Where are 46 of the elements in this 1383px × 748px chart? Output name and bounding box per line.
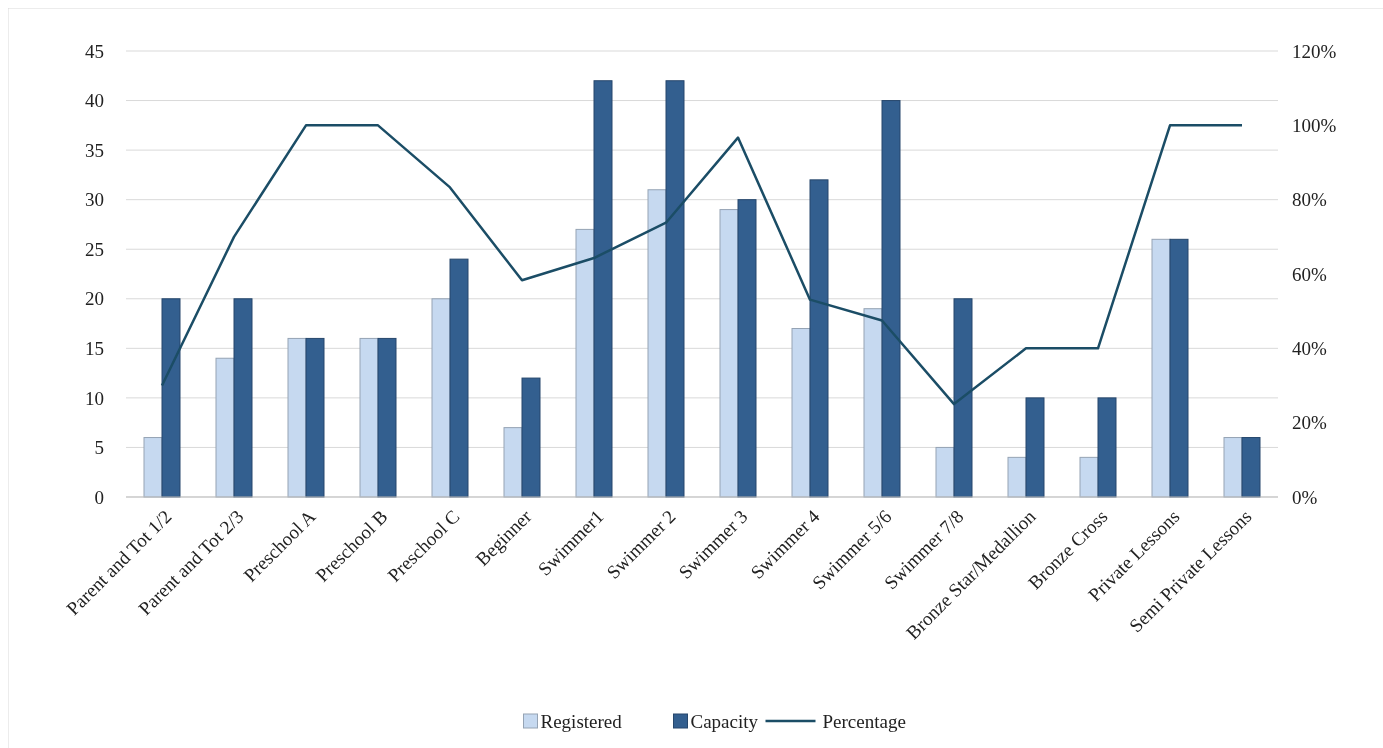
bar <box>215 357 235 498</box>
bar <box>287 337 307 498</box>
y2-tick-label: 40% <box>1292 337 1327 359</box>
y-tick-label: 25 <box>85 238 104 260</box>
y2-tick-label: 0% <box>1292 486 1318 508</box>
bar <box>233 298 253 498</box>
bar <box>1097 397 1117 498</box>
y2-tick-label: 120% <box>1292 40 1337 62</box>
bar <box>719 209 739 498</box>
bar <box>1223 437 1243 498</box>
bar <box>305 337 325 498</box>
bar <box>863 308 883 498</box>
y-tick-label: 10 <box>85 387 104 409</box>
bar <box>1025 397 1045 498</box>
bar <box>935 446 955 498</box>
bar <box>647 189 667 498</box>
bar <box>521 377 541 498</box>
y-tick-label: 15 <box>85 337 104 359</box>
legend-label: Registered <box>540 710 623 732</box>
bar <box>503 427 523 498</box>
y-tick-label: 45 <box>85 40 104 62</box>
y-tick-label: 30 <box>85 189 104 211</box>
bar <box>1169 238 1189 498</box>
bar <box>1007 456 1027 498</box>
y-tick-label: 0 <box>94 486 104 508</box>
y2-tick-label: 60% <box>1292 263 1327 285</box>
bar <box>737 199 757 498</box>
bar <box>431 298 451 498</box>
bar <box>377 337 397 498</box>
y-tick-label: 5 <box>94 437 104 459</box>
y-tick-label: 20 <box>85 288 104 310</box>
y-tick-label: 35 <box>85 139 104 161</box>
y2-tick-label: 100% <box>1292 114 1337 136</box>
bar <box>143 437 163 498</box>
bar <box>449 258 469 498</box>
bar <box>1151 238 1171 498</box>
bar <box>791 328 811 498</box>
bar <box>359 337 379 498</box>
y2-tick-label: 80% <box>1292 189 1327 211</box>
bar <box>1241 437 1261 498</box>
bar <box>575 228 595 498</box>
bar <box>1079 456 1099 498</box>
legend-label: Capacity <box>690 710 759 732</box>
legend-label: Percentage <box>822 710 906 732</box>
y-tick-label: 40 <box>85 90 104 112</box>
y2-tick-label: 20% <box>1292 412 1327 434</box>
